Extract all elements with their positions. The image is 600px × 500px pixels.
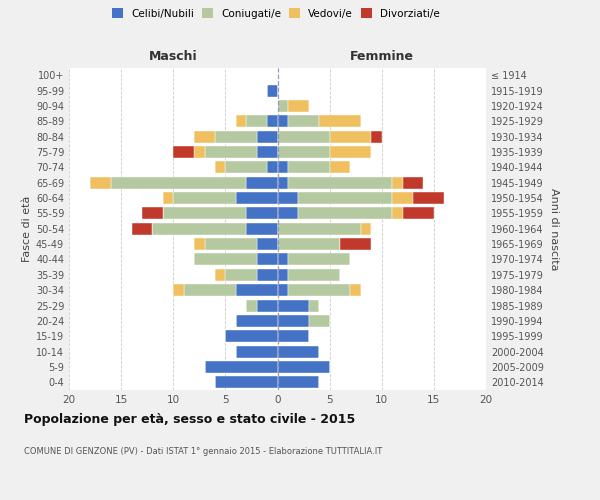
Bar [163,208,246,220]
Bar [277,269,288,281]
Bar [277,330,309,342]
Bar [277,300,309,312]
Y-axis label: Fasce di età: Fasce di età [22,196,32,262]
Bar [277,100,288,112]
Bar [246,116,267,127]
Bar [298,192,392,204]
Bar [392,176,403,188]
Bar [257,238,277,250]
Bar [215,130,257,142]
Text: COMUNE DI GENZONE (PV) - Dati ISTAT 1° gennaio 2015 - Elaborazione TUTTITALIA.IT: COMUNE DI GENZONE (PV) - Dati ISTAT 1° g… [24,448,382,456]
Bar [288,100,309,112]
Bar [236,192,277,204]
Bar [173,192,236,204]
Bar [267,84,277,96]
Bar [257,130,277,142]
Bar [236,284,277,296]
Bar [277,361,329,373]
Bar [194,130,215,142]
Bar [215,162,226,173]
Bar [277,254,288,266]
Bar [329,130,371,142]
Bar [277,146,329,158]
Bar [205,238,257,250]
Bar [246,176,277,188]
Bar [403,208,434,220]
Y-axis label: Anni di nascita: Anni di nascita [549,188,559,270]
Bar [277,192,298,204]
Bar [246,223,277,234]
Bar [163,192,173,204]
Bar [309,300,319,312]
Bar [403,176,424,188]
Bar [226,162,267,173]
Bar [277,223,361,234]
Legend: Celibi/Nubili, Coniugati/e, Vedovi/e, Divorziati/e: Celibi/Nubili, Coniugati/e, Vedovi/e, Di… [109,5,443,21]
Bar [236,346,277,358]
Bar [288,254,350,266]
Bar [329,162,350,173]
Bar [277,176,288,188]
Bar [329,146,371,158]
Bar [257,254,277,266]
Text: Maschi: Maschi [149,50,197,63]
Bar [226,330,277,342]
Bar [226,269,257,281]
Bar [277,162,288,173]
Bar [277,346,319,358]
Bar [267,162,277,173]
Bar [277,130,329,142]
Bar [288,116,319,127]
Bar [257,269,277,281]
Bar [205,361,277,373]
Bar [350,284,361,296]
Bar [152,223,246,234]
Text: Femmine: Femmine [350,50,414,63]
Bar [173,146,194,158]
Bar [277,208,298,220]
Bar [340,238,371,250]
Bar [277,116,288,127]
Bar [298,208,392,220]
Bar [288,284,350,296]
Bar [392,192,413,204]
Bar [246,208,277,220]
Bar [215,376,277,388]
Bar [257,146,277,158]
Bar [173,284,184,296]
Bar [319,116,361,127]
Bar [267,116,277,127]
Bar [215,269,226,281]
Bar [371,130,382,142]
Bar [361,223,371,234]
Bar [194,254,257,266]
Bar [205,146,257,158]
Bar [277,315,309,327]
Bar [194,146,205,158]
Bar [131,223,152,234]
Bar [277,238,340,250]
Bar [142,208,163,220]
Bar [236,116,246,127]
Bar [257,300,277,312]
Bar [288,176,392,188]
Bar [413,192,444,204]
Bar [309,315,329,327]
Bar [184,284,236,296]
Bar [194,238,205,250]
Bar [236,315,277,327]
Bar [288,162,329,173]
Bar [246,300,257,312]
Bar [90,176,111,188]
Bar [277,284,288,296]
Bar [277,376,319,388]
Bar [111,176,246,188]
Bar [392,208,403,220]
Text: Popolazione per età, sesso e stato civile - 2015: Popolazione per età, sesso e stato civil… [24,412,355,426]
Bar [288,269,340,281]
